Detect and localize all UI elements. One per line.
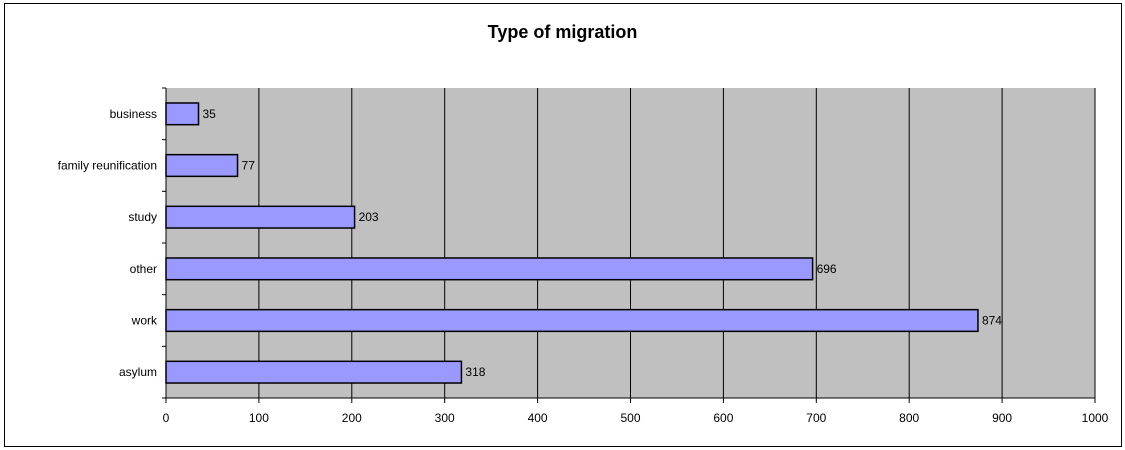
y-tick-label: other [130,262,157,276]
bar [165,308,979,333]
data-label: 77 [242,159,256,173]
data-label: 874 [982,314,1002,328]
data-label: 318 [465,365,485,379]
x-tick-label: 200 [342,411,362,425]
data-label: 35 [203,107,217,121]
gridlines [258,88,1096,398]
bar [165,153,239,178]
x-tick-label: 600 [713,411,733,425]
bars: 35 77 203 696 874 318 [165,102,1002,384]
y-tick-label: family reunification [58,159,157,173]
x-tick-label: 800 [899,411,919,425]
y-tick-label: asylum [119,365,157,379]
x-tick-label: 500 [620,411,640,425]
y-tick-label: work [131,314,158,328]
x-tick-label: 0 [163,411,170,425]
axes: 0 100 200 300 400 500 600 700 800 900 1000 business… [58,87,1109,425]
bar [165,360,463,384]
data-label: 203 [359,210,379,224]
chart-title: Type of migration [487,22,638,42]
y-tick-label: business [110,107,157,121]
data-label: 696 [817,262,837,276]
bar [165,257,814,281]
x-tick-label: 1000 [1082,411,1109,425]
x-tick-label: 700 [806,411,826,425]
x-tick-label: 400 [528,411,548,425]
x-tick-label: 100 [249,411,269,425]
bar [165,102,200,126]
bar [165,205,356,229]
x-tick-label: 900 [992,411,1012,425]
y-tick-label: study [128,210,157,224]
x-tick-label: 300 [435,411,455,425]
